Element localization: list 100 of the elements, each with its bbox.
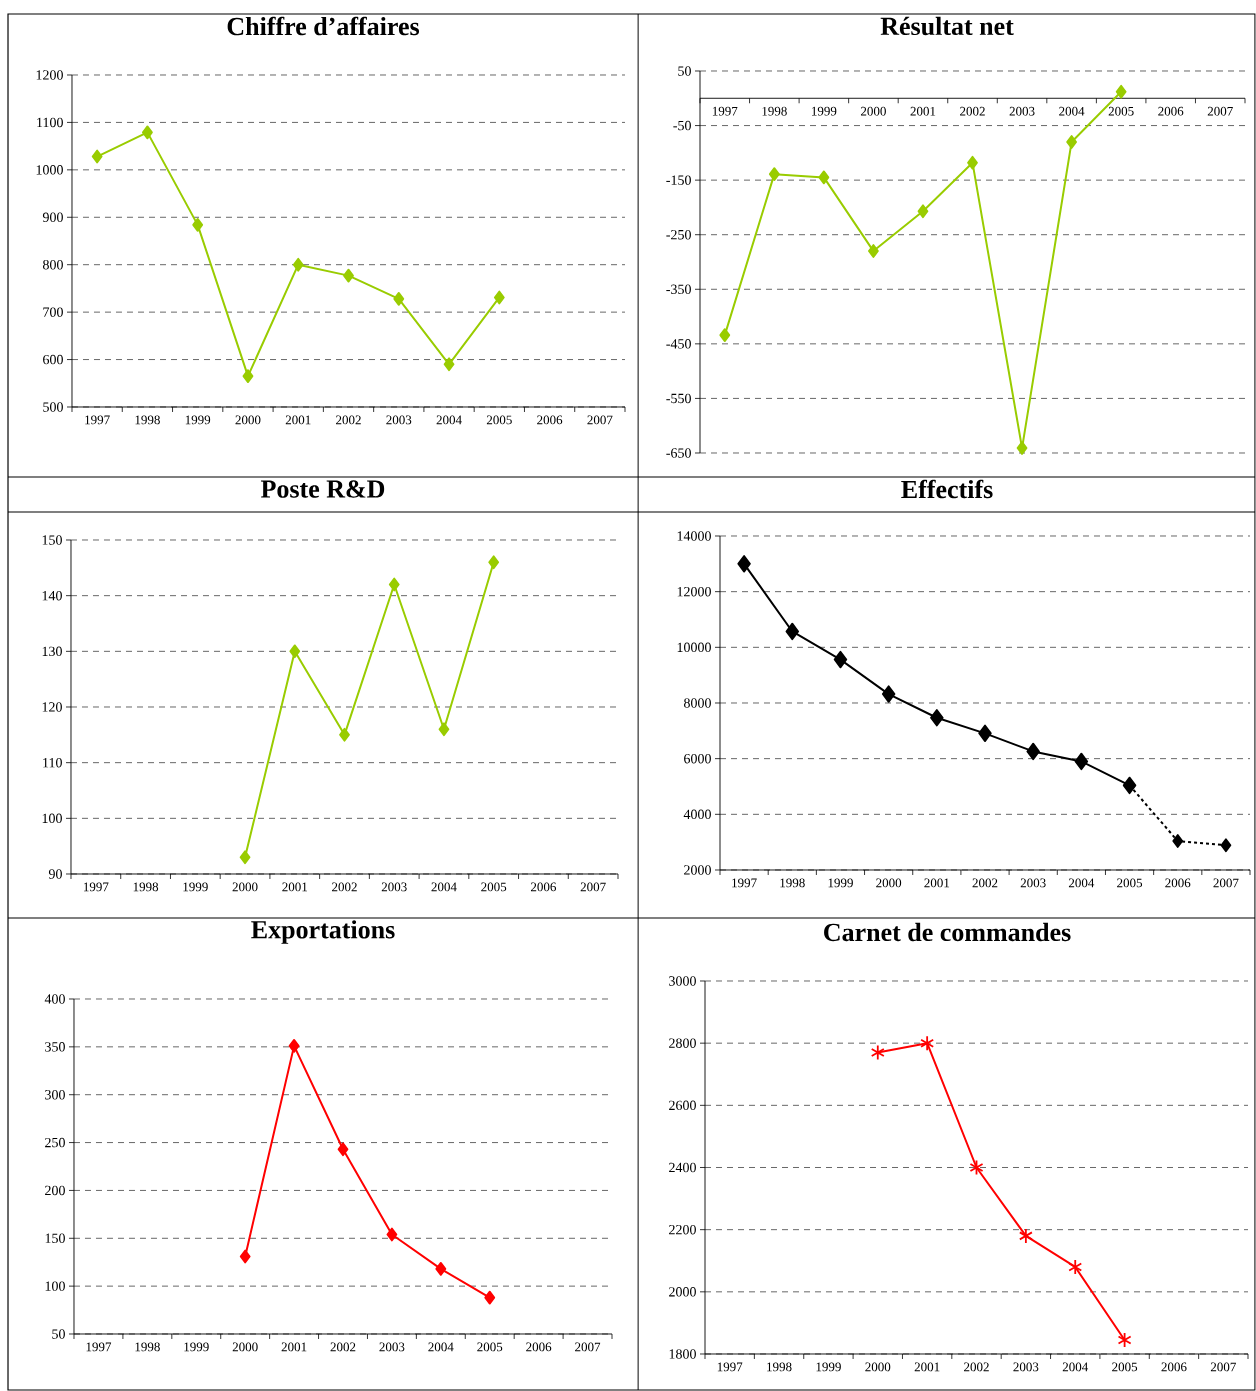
y-tick-label: 6000: [684, 753, 711, 764]
y-tick-label: 150: [42, 535, 62, 545]
y-tick-label: 1800: [669, 1349, 696, 1359]
x-tick-label: 2006: [537, 415, 563, 425]
y-tick-label: -550: [666, 393, 691, 404]
x-tick-label: 2002: [330, 1342, 356, 1352]
x-tick-label: 2004: [436, 415, 462, 425]
y-tick-label: 90: [48, 869, 62, 879]
y-tick-label: 100: [42, 813, 62, 824]
y-tick-label: 4000: [683, 809, 711, 820]
x-tick-label: 2007: [587, 415, 613, 425]
x-tick-label: 1997: [717, 1362, 743, 1372]
x-tick-label: 2002: [960, 106, 985, 116]
x-tick-label: 2000: [232, 1342, 258, 1352]
x-tick-label: 2003: [1020, 878, 1046, 888]
x-tick-label: 2002: [972, 878, 998, 888]
x-tick-label: 2000: [876, 878, 902, 888]
y-tick-label: 12000: [677, 586, 711, 597]
y-tick-label: 150: [45, 1233, 65, 1244]
x-tick-label: 1999: [183, 882, 208, 892]
y-tick-label: 130: [42, 646, 62, 657]
x-tick-label: 1998: [767, 1362, 792, 1372]
x-tick-label: 1998: [780, 878, 805, 888]
y-tick-label: 100: [45, 1281, 65, 1291]
x-tick-label: 2000: [235, 415, 261, 425]
y-tick-label: -150: [666, 175, 691, 185]
x-tick-label: 2005: [477, 1342, 503, 1352]
x-tick-label: 2001: [285, 415, 311, 425]
y-tick-label: 140: [42, 590, 62, 601]
x-tick-label: 2006: [1158, 106, 1184, 116]
x-tick-label: 2004: [428, 1342, 454, 1352]
y-tick-label: 3000: [669, 976, 696, 986]
x-tick-label: 1999: [185, 415, 211, 425]
x-tick-label: 2007: [580, 882, 606, 892]
x-tick-label: 1999: [816, 1362, 841, 1372]
x-tick-label: 2001: [910, 106, 936, 116]
x-tick-label: 2005: [1108, 106, 1134, 116]
x-tick-label: 2006: [1165, 878, 1191, 888]
y-tick-label: -650: [666, 448, 691, 458]
x-tick-label: 2001: [281, 1342, 307, 1352]
y-tick-label: 600: [43, 354, 63, 365]
y-tick-label: 2200: [669, 1224, 696, 1235]
y-tick-label: 2400: [669, 1162, 696, 1173]
x-tick-label: 1997: [712, 106, 738, 116]
x-tick-label: 2000: [865, 1362, 891, 1372]
x-tick-label: 1998: [135, 415, 160, 425]
y-tick-label: 110: [43, 757, 62, 768]
y-tick-label: 500: [43, 402, 63, 412]
x-tick-label: 1997: [86, 1342, 112, 1352]
x-tick-label: 1998: [762, 106, 787, 116]
x-tick-label: 1998: [133, 882, 159, 892]
y-tick-label: -250: [666, 229, 691, 240]
x-tick-label: 2007: [1213, 878, 1239, 888]
x-tick-label: 2003: [386, 415, 412, 425]
y-tick-label: -350: [666, 284, 691, 294]
x-tick-label: 2005: [1117, 878, 1143, 888]
x-tick-label: 2000: [232, 882, 258, 892]
y-tick-label: 350: [45, 1042, 65, 1052]
x-tick-label: 2007: [1210, 1362, 1236, 1372]
x-tick-label: 2004: [1068, 878, 1095, 888]
y-tick-label: 200: [45, 1185, 65, 1196]
y-tick-label: 14000: [677, 531, 711, 541]
x-tick-label: 2001: [924, 878, 950, 888]
y-tick-label: 2800: [669, 1038, 696, 1048]
x-tick-label: 2002: [336, 415, 361, 425]
x-tick-label: 1999: [828, 878, 853, 888]
y-tick-label: 250: [45, 1137, 65, 1148]
x-tick-label: 2001: [282, 882, 307, 892]
y-tick-label: 10000: [677, 642, 711, 653]
chart-title: Poste R&D: [260, 480, 385, 498]
x-tick-label: 1997: [85, 415, 110, 425]
y-tick-label: 900: [42, 212, 63, 222]
y-tick-label: -450: [666, 339, 691, 349]
y-tick-label: 8000: [684, 698, 711, 708]
chart-title: Chiffre d’affaires: [227, 16, 420, 36]
y-tick-label: 2000: [669, 1287, 696, 1297]
x-tick-label: 1997: [732, 878, 757, 888]
x-tick-label: 2003: [1013, 1362, 1039, 1372]
y-tick-label: -50: [673, 120, 691, 131]
x-tick-label: 2005: [486, 415, 512, 425]
y-tick-label: 300: [45, 1089, 65, 1100]
y-tick-label: 400: [44, 994, 65, 1004]
x-tick-label: 2007: [1207, 106, 1233, 116]
chart-title: Carnet de commandes: [824, 922, 1071, 942]
y-tick-label: 50: [678, 66, 691, 76]
y-tick-label: 2600: [669, 1100, 696, 1111]
chart-title: Effectifs: [901, 479, 993, 499]
x-tick-label: 2003: [1009, 106, 1035, 116]
x-tick-label: 2005: [1112, 1362, 1138, 1372]
x-tick-label: 2007: [575, 1342, 601, 1352]
x-tick-label: 2002: [332, 882, 357, 892]
x-tick-label: 1998: [135, 1342, 160, 1352]
x-tick-label: 2004: [431, 882, 457, 892]
y-tick-label: 800: [43, 259, 63, 270]
x-tick-label: 2002: [964, 1362, 989, 1372]
x-tick-label: 2006: [530, 882, 557, 892]
x-tick-label: 2000: [860, 106, 886, 116]
y-tick-label: 120: [42, 702, 62, 712]
x-tick-label: 1997: [84, 882, 109, 892]
y-tick-label: 1000: [36, 165, 63, 175]
